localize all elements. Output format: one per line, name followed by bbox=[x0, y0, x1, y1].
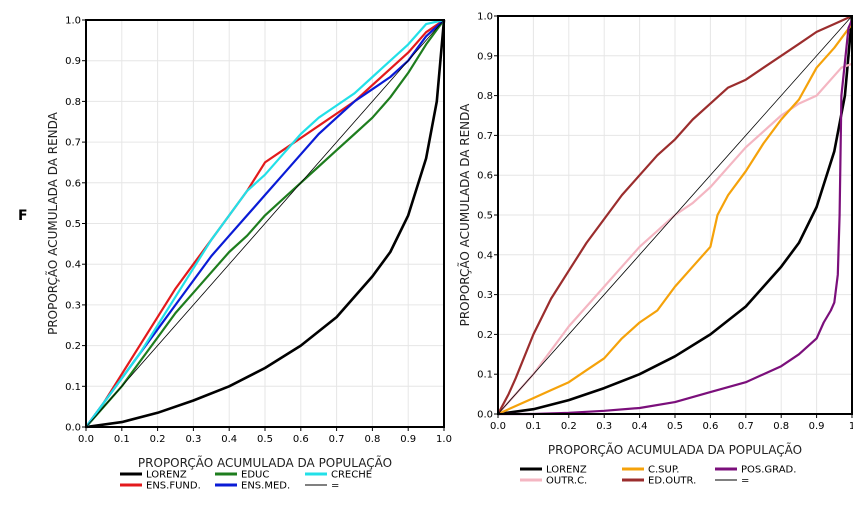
x-tick-label: 0.6 bbox=[293, 434, 309, 445]
y-tick-label: 1.0 bbox=[65, 16, 81, 27]
legend-label: CRECHE bbox=[331, 470, 372, 481]
legend-label: EDUC bbox=[241, 470, 269, 481]
x-tick-label: 0.4 bbox=[632, 421, 648, 432]
legend-label: C.SUP. bbox=[648, 465, 679, 476]
series-line-educ bbox=[85, 19, 445, 428]
legend-label: = bbox=[741, 476, 749, 487]
legend-label: ENS.MED. bbox=[241, 481, 290, 492]
y-tick-label: 0.5 bbox=[65, 219, 81, 230]
y-tick-label: 0.0 bbox=[65, 423, 81, 434]
y-tick-label: 0.4 bbox=[65, 260, 81, 271]
y-tick-label: 0.7 bbox=[477, 131, 493, 142]
y-tick-label: 0.5 bbox=[477, 211, 493, 222]
y-tick-label: 0.9 bbox=[65, 56, 81, 67]
x-tick-label: 0.7 bbox=[738, 421, 754, 432]
x-axis-label: PROPORÇÃO ACUMULADA DA POPULAÇÃO bbox=[138, 455, 392, 470]
x-tick-label: 0.8 bbox=[364, 434, 380, 445]
panel-letter: F bbox=[18, 208, 28, 224]
legend-label: OUTR.C. bbox=[546, 476, 587, 487]
y-tick-label: 0.8 bbox=[477, 91, 493, 102]
x-tick-label: 0.8 bbox=[773, 421, 789, 432]
y-tick-label: 0.2 bbox=[65, 341, 81, 352]
x-tick-label: 0.0 bbox=[78, 434, 94, 445]
x-tick-label: 1.0 bbox=[436, 434, 452, 445]
series-line-lorenz bbox=[497, 15, 853, 416]
x-tick-label: 1 bbox=[849, 421, 853, 432]
x-tick-label: 0.7 bbox=[329, 434, 345, 445]
x-tick-label: 0.2 bbox=[561, 421, 577, 432]
series-line-lorenz bbox=[85, 19, 446, 429]
y-tick-label: 0.6 bbox=[65, 178, 81, 189]
y-axis-label: PROPORÇÃO ACUMULADA DA RENDA bbox=[45, 111, 60, 335]
legend-label: ENS.FUND. bbox=[146, 481, 201, 492]
y-tick-label: 0.3 bbox=[477, 290, 493, 301]
legend-label: = bbox=[331, 481, 339, 492]
y-tick-label: 0.4 bbox=[477, 250, 493, 261]
legend-label: ED.OUTR. bbox=[648, 476, 696, 487]
series-line-creche bbox=[85, 18, 445, 428]
x-tick-label: 0.5 bbox=[257, 434, 273, 445]
x-tick-label: 0.3 bbox=[596, 421, 612, 432]
y-tick-label: 0.1 bbox=[477, 370, 493, 381]
y-tick-label: 0.9 bbox=[477, 51, 493, 62]
series-line-pos-grad bbox=[498, 19, 853, 416]
chart-right: 0.0 0.1 0.2 0.3 0.4 0.5 0.6 0.7 0.8 0.9 1 0.0 0.1 0.2… bbox=[457, 12, 853, 487]
x-tick-label: 0.6 bbox=[702, 421, 718, 432]
series-line-ens-fund bbox=[85, 19, 445, 428]
x-tick-label: 0.0 bbox=[490, 421, 506, 432]
x-tick-label: 0.5 bbox=[667, 421, 683, 432]
x-tick-label: 0.2 bbox=[150, 434, 166, 445]
legend-label: LORENZ bbox=[546, 465, 587, 476]
x-tick-label: 0.9 bbox=[400, 434, 416, 445]
y-tick-label: 0.0 bbox=[477, 410, 493, 421]
x-tick-label: 0.4 bbox=[221, 434, 237, 445]
series-line-outr-c bbox=[497, 62, 853, 415]
legend-label: POS.GRAD. bbox=[741, 465, 796, 476]
y-tick-label: 0.8 bbox=[65, 97, 81, 108]
x-tick-label: 0.9 bbox=[809, 421, 825, 432]
y-tick-label: 1.0 bbox=[477, 12, 493, 23]
x-tick-label: 0.1 bbox=[525, 421, 541, 432]
y-tick-label: 0.3 bbox=[65, 300, 81, 311]
legend-label: LORENZ bbox=[146, 470, 187, 481]
y-tick-label: 0.2 bbox=[477, 330, 493, 341]
y-tick-label: 0.7 bbox=[65, 138, 81, 149]
y-tick-label: 0.1 bbox=[65, 382, 81, 393]
x-tick-label: 0.1 bbox=[114, 434, 130, 445]
y-axis-label: PROPORÇÃO ACUMULADA DA RENDA bbox=[457, 103, 472, 327]
series-line- bbox=[85, 19, 445, 428]
series-line- bbox=[497, 15, 853, 415]
series-line-ed-outr bbox=[497, 14, 853, 415]
y-tick-label: 0.6 bbox=[477, 171, 493, 182]
chart-left: 0.0 0.1 0.2 0.3 0.4 0.5 0.6 0.7 0.8 0.9 1.0 0.0 0.1 0… bbox=[45, 16, 452, 492]
x-axis-label: PROPORÇÃO ACUMULADA DA POPULAÇÃO bbox=[548, 442, 802, 457]
x-tick-label: 0.3 bbox=[185, 434, 201, 445]
series-line-c-sup bbox=[497, 23, 853, 416]
